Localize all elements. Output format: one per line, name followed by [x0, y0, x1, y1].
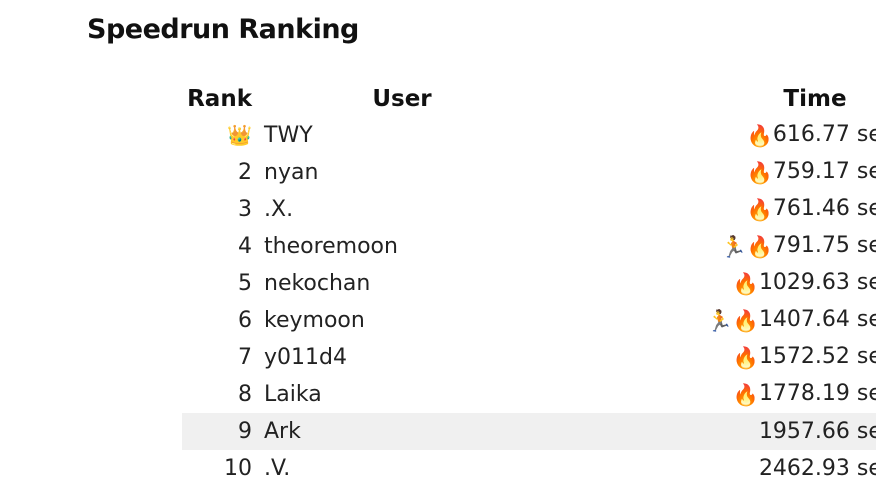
rank-cell: 10 [224, 456, 252, 481]
fire-icon: 🔥 [746, 198, 773, 222]
rank-cell-wrapper: 8 [182, 376, 252, 413]
rank-cell-wrapper: 4 [182, 228, 252, 265]
table-row: 7 y011d4 🔥1572.52 sec [182, 339, 876, 376]
rank-cell-wrapper: 👑 [182, 117, 252, 154]
time-cell: 🔥1029.63 sec [682, 265, 876, 302]
rank-cell-wrapper: 10 [182, 450, 252, 487]
table-row: 3 .X. 🔥761.46 sec [182, 191, 876, 228]
rank-cell: 8 [238, 382, 252, 407]
time-cell: 2462.93 sec [682, 450, 876, 487]
time-value: 1957.66 sec [758, 419, 876, 444]
rank-cell: 2 [238, 160, 252, 185]
time-value: 616.77 sec [772, 122, 876, 147]
user-cell: theoremoon [264, 234, 398, 259]
crown-icon: 👑 [227, 123, 252, 147]
user-cell: y011d4 [264, 345, 347, 370]
table-row: 6 keymoon 🏃🔥1407.64 sec [182, 302, 876, 339]
rank-cell: 3 [238, 197, 252, 222]
time-cell: 1957.66 sec [682, 413, 876, 450]
user-cell: .V. [264, 456, 291, 481]
rank-cell: 9 [238, 419, 252, 444]
user-cell: nekochan [264, 271, 371, 296]
fire-icon: 🔥 [732, 383, 759, 407]
user-cell: nyan [264, 160, 319, 185]
rank-cell: 5 [238, 271, 252, 296]
rank-cell: 7 [238, 345, 252, 370]
time-value: 791.75 sec [772, 233, 876, 258]
table-row: 👑 TWY 🔥616.77 sec [182, 117, 876, 154]
fire-icon: 🔥 [746, 235, 773, 259]
rank-cell-wrapper: 5 [182, 265, 252, 302]
column-header-time: Time [783, 86, 847, 112]
user-cell: keymoon [264, 308, 365, 333]
fire-icon: 🔥 [746, 124, 773, 148]
ranking-table: Rank User Time 👑TWY🔥616.77 sec2nyan🔥759.… [182, 81, 876, 487]
page-title: Speedrun Ranking [87, 14, 359, 45]
rank-cell-wrapper: 7 [182, 339, 252, 376]
fire-icon: 🔥 [732, 346, 759, 370]
time-cell: 🔥1778.19 sec [682, 376, 876, 413]
rank-cell-wrapper: 9 [182, 413, 252, 450]
time-cell: 🏃🔥1407.64 sec [682, 302, 876, 339]
time-cell: 🔥616.77 sec [682, 117, 876, 154]
time-cell: 🔥761.46 sec [682, 191, 876, 228]
table-row: 5 nekochan 🔥1029.63 sec [182, 265, 876, 302]
time-cell: 🔥759.17 sec [682, 154, 876, 191]
ranking-body: 👑TWY🔥616.77 sec2nyan🔥759.17 sec3.X.🔥761.… [182, 117, 876, 487]
user-cell: .X. [264, 197, 294, 222]
time-value: 759.17 sec [772, 159, 876, 184]
runner-icon: 🏃 [720, 235, 747, 259]
table-row: 8 Laika 🔥1778.19 sec [182, 376, 876, 413]
rank-cell-wrapper: 2 [182, 154, 252, 191]
rank-cell: 4 [238, 234, 252, 259]
table-row: 4 theoremoon 🏃🔥791.75 sec [182, 228, 876, 265]
user-cell: Ark [252, 413, 682, 450]
rank-cell-wrapper: 3 [182, 191, 252, 228]
time-value: 2462.93 sec [758, 456, 876, 481]
column-header-rank: Rank [187, 86, 252, 112]
time-value: 1407.64 sec [758, 307, 876, 332]
rank-cell: 6 [238, 308, 252, 333]
table-row: 10 .V. 2462.93 sec [182, 450, 876, 487]
user-cell: Laika [264, 382, 322, 407]
time-cell: 🔥1572.52 sec [682, 339, 876, 376]
user-cell: TWY [264, 123, 313, 148]
column-header-user: User [372, 86, 432, 112]
time-value: 1572.52 sec [758, 344, 876, 369]
time-value: 1778.19 sec [758, 381, 876, 406]
time-value: 761.46 sec [772, 196, 876, 221]
time-cell: 🏃🔥791.75 sec [682, 228, 876, 265]
time-value: 1029.63 sec [758, 270, 876, 295]
runner-icon: 🏃 [706, 309, 733, 333]
table-header-row: Rank User Time [182, 81, 876, 117]
fire-icon: 🔥 [732, 309, 759, 333]
rank-cell-wrapper: 6 [182, 302, 252, 339]
table-row: 2 nyan 🔥759.17 sec [182, 154, 876, 191]
fire-icon: 🔥 [746, 161, 773, 185]
fire-icon: 🔥 [732, 272, 759, 296]
